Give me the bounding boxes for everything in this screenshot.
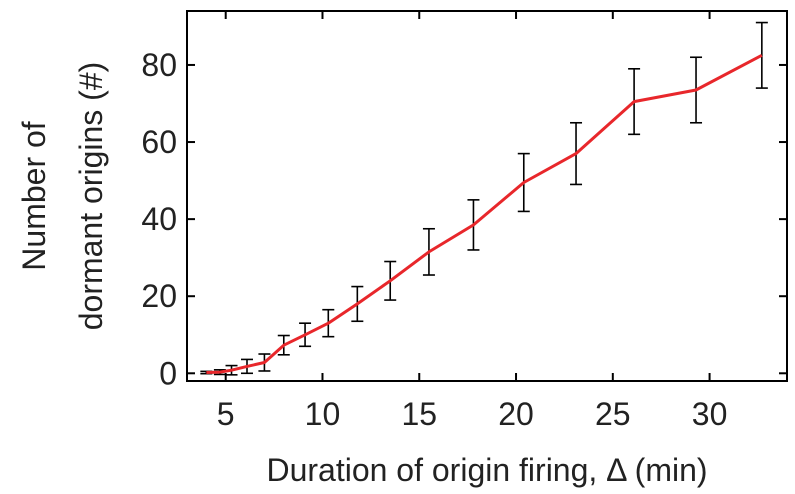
x-tick-label: 25	[595, 396, 631, 432]
x-tick-label: 10	[305, 396, 341, 432]
y-tick-label: 60	[141, 124, 177, 160]
y-axis-title-line-1: Number of	[16, 121, 52, 271]
series-line	[206, 53, 763, 374]
y-tick-label: 40	[141, 201, 177, 237]
x-tick-labels: 5 10 15 20 25 30	[217, 396, 728, 432]
y-tick-labels: 0 20 40 60 80	[141, 47, 177, 391]
error-bars	[200, 21, 768, 376]
y-tick-label: 20	[141, 278, 177, 314]
x-tick-label: 15	[401, 396, 437, 432]
y-tick-label: 0	[159, 355, 177, 391]
y-tick-label: 80	[141, 47, 177, 83]
x-tick-label: 5	[217, 396, 235, 432]
x-tick-label: 20	[498, 396, 534, 432]
axis-ticks	[187, 11, 787, 381]
x-tick-label: 30	[692, 396, 728, 432]
x-axis-title: Duration of origin firing, Δ (min)	[266, 452, 707, 488]
y-axis-title-line-2: dormant origins (#)	[73, 62, 109, 331]
plot-frame	[186, 10, 788, 382]
